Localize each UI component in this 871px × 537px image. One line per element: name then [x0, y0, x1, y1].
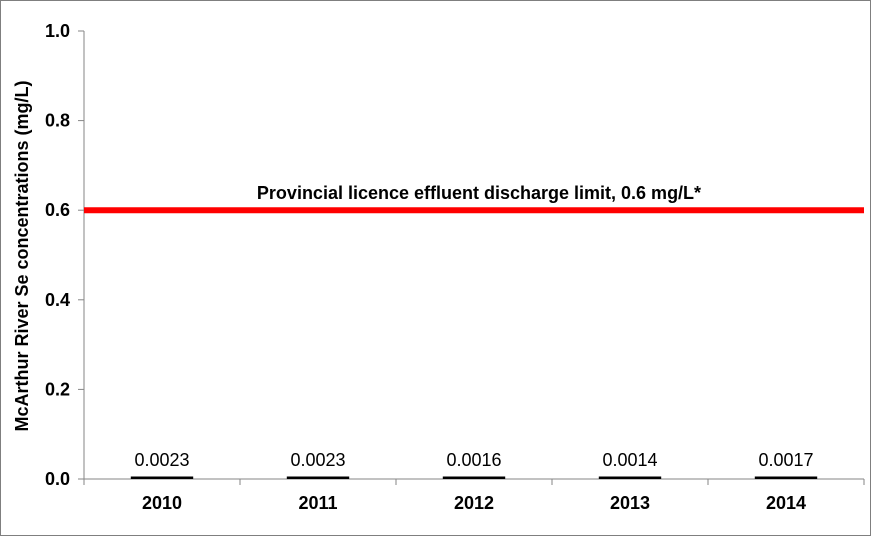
x-axis: 2010 2011 2012 2013 2014	[83, 478, 865, 513]
y-axis: 0.0 0.2 0.4 0.6 0.8 1.0	[45, 21, 85, 489]
data-label: 0.0016	[446, 450, 501, 470]
y-tick-label: 0.2	[45, 379, 70, 399]
bars: 0.0023 0.0023 0.0016 0.0014 0.0017	[130, 450, 818, 479]
bar	[754, 476, 818, 479]
y-axis-label: McArthur River Se concentrations (mg/L)	[12, 80, 32, 431]
reference-line-group: Provincial licence effluent discharge li…	[84, 183, 864, 214]
x-tick-label: 2010	[142, 493, 182, 513]
reference-line-label: Provincial licence effluent discharge li…	[257, 183, 701, 203]
x-tick-label: 2011	[298, 493, 337, 513]
x-tick-label: 2012	[454, 493, 494, 513]
y-tick-label: 0.6	[45, 200, 70, 220]
bar	[442, 476, 506, 479]
y-tick-label: 0.8	[45, 111, 70, 131]
data-label: 0.0023	[134, 450, 189, 470]
y-tick-label: 0.4	[45, 290, 70, 310]
bar	[598, 476, 662, 479]
y-tick-label: 0.0	[45, 469, 70, 489]
x-tick-label: 2013	[610, 493, 650, 513]
x-tick-label: 2014	[766, 493, 806, 513]
data-label: 0.0014	[602, 450, 657, 470]
data-label: 0.0023	[290, 450, 345, 470]
bar	[286, 476, 350, 479]
data-label: 0.0017	[758, 450, 813, 470]
y-tick-label: 1.0	[45, 21, 70, 41]
bar	[130, 476, 194, 479]
